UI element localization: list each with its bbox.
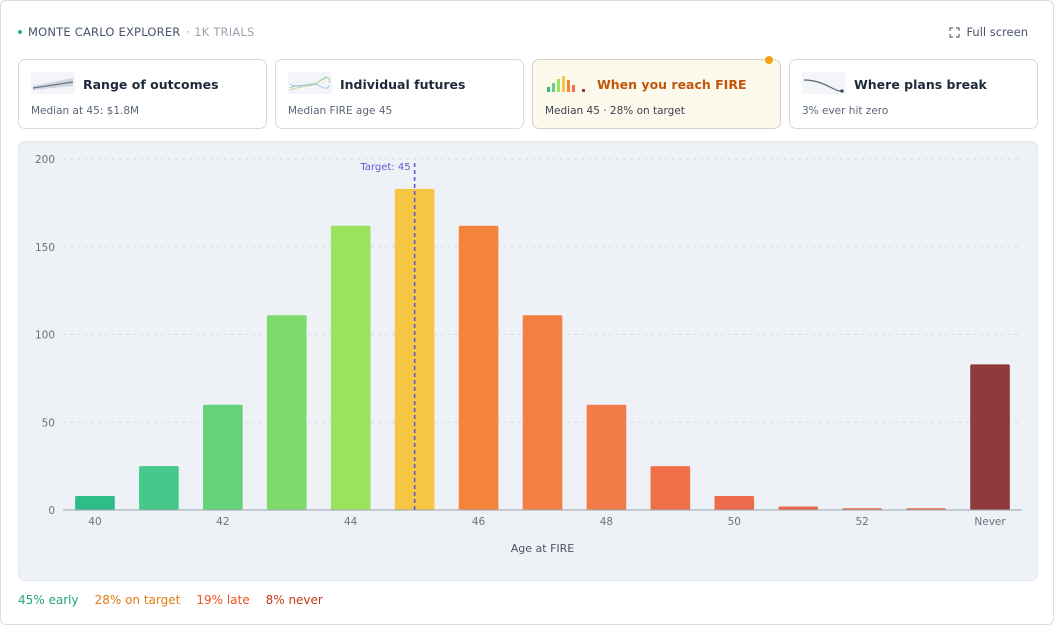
summary-late: 19% late xyxy=(196,593,250,607)
card-where-plans-break[interactable]: Where plans break 3% ever hit zero xyxy=(789,59,1038,129)
x-tick-label: 46 xyxy=(472,516,486,528)
app-subtitle: · 1K TRIALS xyxy=(186,25,255,39)
brand: MONTE CARLO EXPLORER · 1K TRIALS xyxy=(18,25,255,39)
y-tick-label: 0 xyxy=(48,505,55,517)
y-tick-label: 150 xyxy=(35,242,55,254)
summary-early: 45% early xyxy=(18,593,79,607)
active-dot-icon xyxy=(765,56,773,64)
card-title: Individual futures xyxy=(340,77,466,92)
fullscreen-button[interactable]: Full screen xyxy=(949,25,1028,39)
x-tick-label: 44 xyxy=(344,516,358,528)
card-subtitle: Median at 45: $1.8M xyxy=(31,105,140,117)
fire-age-histogram-panel: 0 50 100 150 200 40 42 44 46 48 50 52 Never Age at FI… xyxy=(18,141,1038,581)
bar-never xyxy=(970,364,1010,510)
fire-age-histogram: 0 50 100 150 200 40 42 44 46 48 50 52 Never Age at FI… xyxy=(35,154,1022,555)
bar-40 xyxy=(75,495,115,510)
bar-43 xyxy=(266,315,307,510)
bar-44 xyxy=(330,225,371,510)
card-range-of-outcomes[interactable]: Range of outcomes Median at 45: $1.8M xyxy=(18,59,267,129)
card-subtitle: Median FIRE age 45 xyxy=(288,105,393,117)
bar-46 xyxy=(458,225,499,510)
card-when-you-reach-fire[interactable]: When you reach FIRE Median 45 · 28% on t… xyxy=(532,56,781,129)
x-tick-label: 48 xyxy=(600,516,613,528)
view-cards: Range of outcomes Median at 45: $1.8M In… xyxy=(18,56,1038,129)
bar-41 xyxy=(139,466,179,510)
card-title: Where plans break xyxy=(854,77,987,92)
bar-42 xyxy=(203,404,243,510)
card-individual-futures[interactable]: Individual futures Median FIRE age 45 xyxy=(275,59,524,129)
card-subtitle: 3% ever hit zero xyxy=(802,105,889,117)
y-tick-label: 200 xyxy=(35,154,55,166)
fan-chart-icon xyxy=(31,72,75,94)
status-dot-icon xyxy=(18,30,22,34)
outcome-summary: 45% early 28% on target 19% late 8% neve… xyxy=(18,593,339,607)
card-title: When you reach FIRE xyxy=(597,77,747,92)
summary-on-target: 28% on target xyxy=(94,593,181,607)
card-title: Range of outcomes xyxy=(83,77,219,92)
expand-icon xyxy=(949,26,961,38)
y-tick-label: 50 xyxy=(42,417,55,429)
x-tick-label: Never xyxy=(974,516,1006,528)
y-tick-label: 100 xyxy=(35,330,55,342)
bar-48 xyxy=(586,404,627,510)
histogram-icon xyxy=(547,76,585,92)
x-tick-label: 42 xyxy=(216,516,229,528)
x-tick-label: 40 xyxy=(88,516,101,528)
decline-chart-icon xyxy=(802,72,846,94)
target-label: Target: 45 xyxy=(359,162,410,173)
card-subtitle: Median 45 · 28% on target xyxy=(545,105,685,117)
bar-45 xyxy=(394,188,435,510)
bar-50 xyxy=(714,495,755,510)
bar-49 xyxy=(650,466,691,510)
app-title: MONTE CARLO EXPLORER xyxy=(28,25,181,39)
bar-47 xyxy=(522,315,563,510)
x-tick-label: 50 xyxy=(728,516,741,528)
paths-chart-icon xyxy=(288,72,332,94)
bar-51 xyxy=(778,506,819,510)
summary-never: 8% never xyxy=(265,593,323,607)
x-axis-title: Age at FIRE xyxy=(511,542,575,555)
top-bar: MONTE CARLO EXPLORER · 1K TRIALS Full sc… xyxy=(18,25,1036,41)
x-tick-label: 52 xyxy=(855,516,868,528)
fullscreen-label: Full screen xyxy=(966,25,1028,39)
